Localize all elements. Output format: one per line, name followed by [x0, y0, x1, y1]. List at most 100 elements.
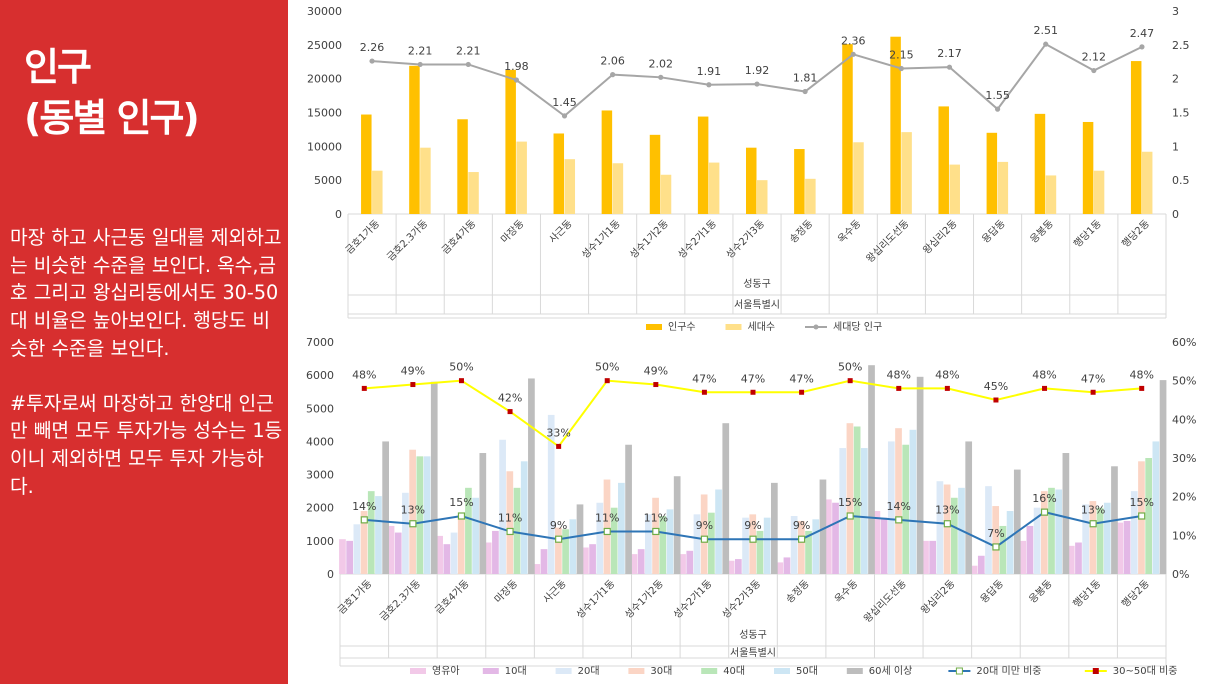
line-marker: [417, 61, 423, 68]
line-marker: [946, 64, 953, 70]
data-label: 2.06: [600, 55, 625, 68]
y-tick-label: 20000: [307, 73, 342, 86]
x-tick-label: 왕십리2동: [918, 578, 957, 617]
bar: [1055, 489, 1063, 574]
line-marker: [1090, 389, 1096, 395]
bar: [637, 549, 645, 574]
legend-marker: [813, 324, 819, 330]
bar: [742, 517, 749, 574]
x-tick-label: 금호1가동: [343, 218, 382, 257]
line-marker: [846, 512, 854, 520]
population-households-chart: 0 5000 10000 15000 20000 25000 30000 0 0.5 1 1.5 2 2…: [307, 5, 1190, 333]
data-label: 13%: [401, 504, 425, 517]
bar: [630, 554, 638, 574]
x-tick-label: 성수1가2동: [622, 578, 666, 622]
legend-label: 세대당 인구: [833, 321, 882, 333]
data-label: 11%: [595, 511, 619, 524]
bar: [569, 519, 577, 574]
line-marker: [409, 520, 417, 528]
bar: [1062, 453, 1070, 574]
bar: [673, 476, 681, 574]
bar: [1103, 502, 1111, 574]
data-label: 9%: [744, 519, 761, 532]
data-label: 9%: [793, 519, 810, 532]
bar: [1013, 469, 1021, 574]
x-tick-label: 옥수동: [832, 578, 860, 606]
data-label: 15%: [838, 496, 862, 509]
y-tick-label: 6000: [306, 369, 334, 382]
bar: [372, 170, 383, 214]
bar: [1082, 504, 1090, 574]
line-marker: [465, 61, 471, 68]
line-marker: [1139, 385, 1145, 391]
y2-tick-label: 0%: [1172, 568, 1189, 581]
legend-label: 인구수: [668, 321, 696, 333]
line-marker: [604, 378, 610, 384]
bar: [1019, 540, 1027, 574]
bar: [824, 499, 832, 574]
data-label: 1.98: [504, 60, 529, 73]
bar: [916, 376, 924, 574]
data-label: 9%: [696, 519, 713, 532]
bar: [1006, 511, 1014, 574]
bar: [423, 456, 431, 574]
bar: [832, 502, 839, 574]
bar: [901, 132, 912, 214]
bar: [887, 441, 895, 574]
line-marker: [506, 527, 514, 536]
bar: [895, 428, 902, 574]
line-marker: [1091, 67, 1097, 74]
legend-marker: [1092, 668, 1099, 674]
y-tick-label: 0: [327, 568, 334, 581]
bar: [499, 439, 506, 574]
data-label: 2.12: [1082, 51, 1107, 64]
bar: [819, 479, 827, 574]
bar: [700, 494, 708, 574]
data-label: 48%: [935, 368, 959, 381]
bar: [749, 514, 757, 574]
bar: [353, 524, 361, 574]
bar: [992, 506, 1000, 574]
y2-tick-label: 2.5: [1172, 39, 1190, 52]
y-tick-label: 25000: [307, 39, 342, 52]
y-tick-label: 2000: [306, 502, 334, 515]
line-marker: [653, 382, 659, 388]
data-label: 1.45: [552, 96, 577, 109]
y-tick-label: 7000: [306, 338, 334, 349]
bar: [794, 149, 805, 214]
bar: [1040, 491, 1048, 574]
line-marker: [507, 409, 513, 415]
bar: [970, 565, 978, 574]
bar: [472, 497, 479, 574]
y2-tick-label: 20%: [1172, 491, 1196, 504]
bar: [394, 532, 402, 574]
y2-tick-label: 0: [1172, 208, 1179, 221]
x-tick-label: 왕십리2동: [921, 218, 960, 257]
line-marker: [555, 535, 563, 543]
y-tick-label: 1000: [306, 535, 334, 548]
line-marker: [361, 385, 367, 391]
bar: [457, 119, 468, 214]
bar: [1067, 545, 1075, 574]
bar: [936, 481, 944, 574]
x-tick-label: 왕십리도선동: [861, 578, 909, 626]
line-marker: [410, 382, 416, 388]
bar: [708, 162, 720, 214]
line-marker: [850, 51, 856, 57]
x-group-label: 성동구: [739, 629, 767, 641]
bar: [513, 487, 521, 574]
bar: [360, 511, 368, 574]
bar: [868, 365, 875, 574]
data-label: 42%: [498, 392, 522, 405]
series-line: [371, 42, 1143, 118]
line-marker: [369, 58, 375, 64]
bar: [679, 554, 686, 574]
bar: [746, 147, 757, 214]
bar: [596, 502, 604, 574]
line-marker: [943, 520, 951, 528]
y2-tick-label: 2: [1172, 73, 1179, 86]
data-label: 16%: [1032, 492, 1056, 505]
y2-tick-label: 40%: [1172, 413, 1196, 426]
legend-label: 40대: [723, 665, 745, 677]
bar: [436, 535, 443, 574]
